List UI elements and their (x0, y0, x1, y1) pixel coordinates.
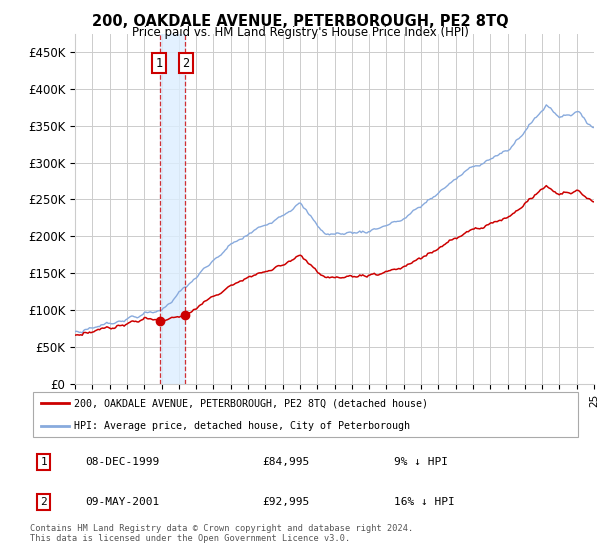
FancyBboxPatch shape (33, 392, 578, 437)
Text: HPI: Average price, detached house, City of Peterborough: HPI: Average price, detached house, City… (74, 422, 410, 432)
Text: 16% ↓ HPI: 16% ↓ HPI (394, 497, 455, 507)
Text: Price paid vs. HM Land Registry's House Price Index (HPI): Price paid vs. HM Land Registry's House … (131, 26, 469, 39)
Text: 2: 2 (182, 57, 190, 69)
Bar (160, 34, 185, 384)
Text: 1: 1 (155, 57, 163, 69)
Text: 1: 1 (40, 457, 47, 467)
Text: 09-MAY-2001: 09-MAY-2001 (85, 497, 160, 507)
Text: 08-DEC-1999: 08-DEC-1999 (85, 457, 160, 467)
Text: Contains HM Land Registry data © Crown copyright and database right 2024.
This d: Contains HM Land Registry data © Crown c… (30, 524, 413, 543)
Text: 2: 2 (40, 497, 47, 507)
Text: £84,995: £84,995 (262, 457, 309, 467)
Text: 200, OAKDALE AVENUE, PETERBOROUGH, PE2 8TQ: 200, OAKDALE AVENUE, PETERBOROUGH, PE2 8… (92, 14, 508, 29)
Text: 9% ↓ HPI: 9% ↓ HPI (394, 457, 448, 467)
Text: 200, OAKDALE AVENUE, PETERBOROUGH, PE2 8TQ (detached house): 200, OAKDALE AVENUE, PETERBOROUGH, PE2 8… (74, 398, 428, 408)
Text: £92,995: £92,995 (262, 497, 309, 507)
